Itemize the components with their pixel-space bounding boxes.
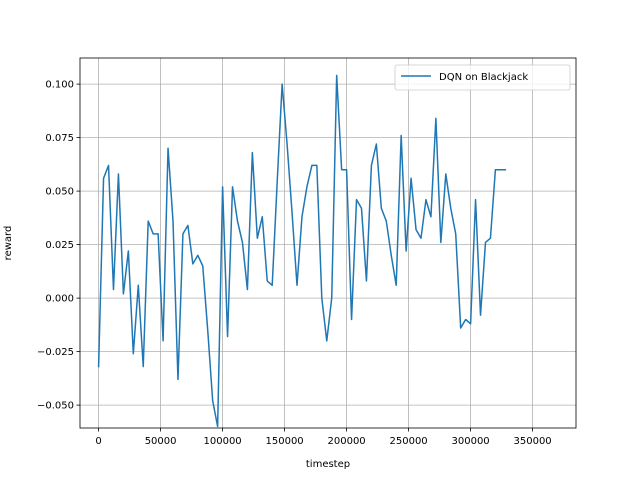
series-layer [97,74,507,428]
y-axis-ticks: −0.050 −0.025 0.000 0.025 0.050 0.075 0.100 [37,80,80,412]
legend-label: DQN on Blackjack [439,72,528,83]
x-tick-label: 100000 [204,436,242,447]
legend-box [394,64,571,91]
y-tick-label: −0.025 [37,347,74,358]
x-tick-label: 350000 [514,436,552,447]
y-tick-label: 0.100 [45,80,74,91]
y-axis-label: reward [3,226,14,261]
grid [80,58,576,428]
x-tick-label: 0 [95,436,101,447]
x-tick-label: 300000 [452,436,490,447]
series-line [97,74,507,428]
plot-area-frame [79,57,577,429]
y-tick-label: −0.050 [37,401,74,412]
y-tick-label: 0.050 [45,187,74,198]
legend: DQN on Blackjack [394,64,571,91]
x-tick-label: 200000 [328,436,366,447]
y-tick-label: 0.000 [45,294,74,305]
x-tick-label: 250000 [390,436,428,447]
x-tick-label: 150000 [266,436,304,447]
y-tick-label: 0.025 [45,240,74,251]
x-axis-ticks: 0 50000 100000 150000 200000 250000 300000 3500… [95,428,552,447]
y-tick-label: 0.075 [45,133,74,144]
x-tick-label: 50000 [145,436,177,447]
x-axis-label: timestep [306,459,350,470]
